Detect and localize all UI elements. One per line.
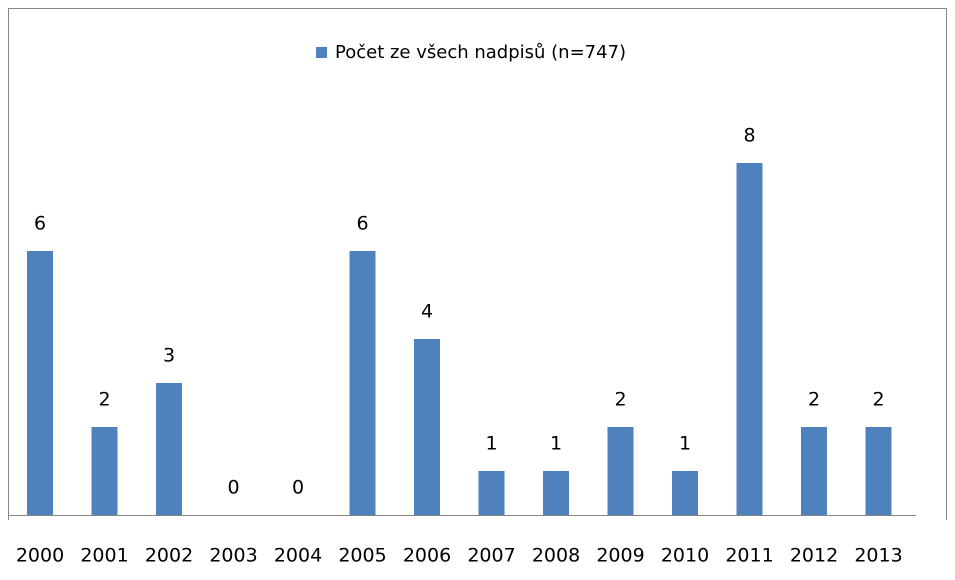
data-label: 1 — [679, 433, 691, 455]
bar — [865, 427, 892, 515]
data-label: 8 — [743, 125, 755, 147]
data-label: 6 — [356, 213, 368, 235]
bar — [543, 471, 569, 515]
bar — [91, 427, 118, 515]
data-label: 2 — [808, 389, 820, 411]
x-tick-label: 2007 — [467, 545, 515, 567]
bar — [736, 163, 763, 515]
data-label: 2 — [872, 389, 884, 411]
data-label: 0 — [227, 477, 239, 499]
x-tick-label: 2005 — [338, 545, 386, 567]
x-tick-label: 2009 — [596, 545, 644, 567]
bar — [801, 427, 827, 515]
data-label: 2 — [614, 389, 626, 411]
legend-label: Počet ze všech nadpisů (n=747) — [335, 42, 626, 63]
bar — [156, 383, 182, 515]
data-label: 2 — [98, 389, 110, 411]
data-label: 4 — [421, 301, 433, 323]
data-label: 6 — [34, 213, 46, 235]
x-tick-label: 2011 — [725, 545, 773, 567]
x-tick-label: 2013 — [854, 545, 902, 567]
x-tick-label: 2002 — [145, 545, 193, 567]
x-tick-label: 2012 — [790, 545, 838, 567]
bar — [672, 471, 698, 515]
label-band — [8, 520, 955, 580]
x-tick-label: 2008 — [532, 545, 580, 567]
bar — [349, 251, 376, 515]
x-tick-label: 2010 — [661, 545, 709, 567]
data-label: 3 — [163, 345, 175, 367]
bar — [27, 251, 53, 515]
bar — [414, 339, 440, 515]
bar — [478, 471, 505, 515]
x-tick-label: 2001 — [80, 545, 128, 567]
x-tick-label: 2003 — [209, 545, 257, 567]
x-tick-label: 2000 — [16, 545, 64, 567]
data-label: 1 — [485, 433, 497, 455]
data-label: 0 — [292, 477, 304, 499]
legend-swatch — [316, 47, 327, 58]
bar — [607, 427, 634, 515]
data-label: 1 — [550, 433, 562, 455]
x-tick-label: 2004 — [274, 545, 322, 567]
x-tick-label: 2006 — [403, 545, 451, 567]
